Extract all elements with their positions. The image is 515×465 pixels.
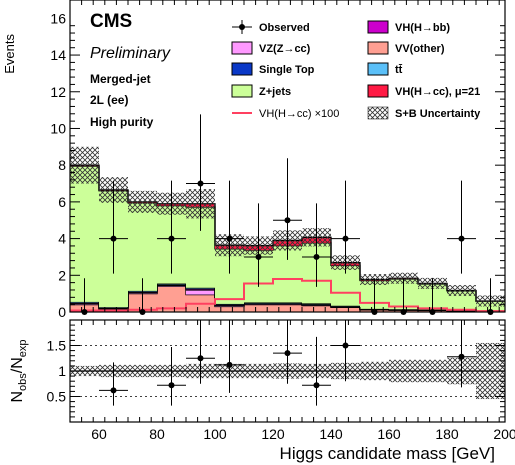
legend-item-stop: Single Top bbox=[231, 62, 315, 76]
legend: Observed VH(H→bb) VZ(Z→cc) VV(other) Single … bbox=[231, 20, 481, 120]
y-tick-label: 8 bbox=[58, 157, 66, 173]
legend-item-unc: S+B Uncertainty bbox=[367, 106, 481, 120]
observed-point bbox=[284, 217, 291, 224]
x-tick-label: 140 bbox=[319, 426, 343, 442]
ratio-point bbox=[458, 353, 465, 360]
signal-x100-line bbox=[70, 277, 505, 312]
y-tick-label: 6 bbox=[58, 194, 66, 210]
legend-label: VH(H→cc), μ=21 bbox=[395, 86, 480, 98]
x-tick-label: 180 bbox=[435, 426, 459, 442]
legend-item-vvother: VV(other) bbox=[367, 41, 445, 55]
y-tick-label: 10 bbox=[50, 120, 66, 136]
x-tick-label: 60 bbox=[91, 426, 107, 442]
ratio-y-tick-label: 1.5 bbox=[47, 338, 67, 354]
x-tick-label: 80 bbox=[149, 426, 165, 442]
ratio-point bbox=[313, 382, 320, 389]
legend-item-zjets: Z+jets bbox=[231, 84, 291, 98]
x-axis-label: Higgs candidate mass [GeV] bbox=[280, 444, 495, 463]
ratio-point bbox=[197, 355, 204, 362]
legend-label: Single Top bbox=[259, 64, 315, 76]
legend-swatch bbox=[367, 41, 389, 55]
observed-point bbox=[197, 180, 204, 187]
category-line: Merged-jet bbox=[90, 72, 151, 86]
uncertainty-band bbox=[447, 285, 476, 297]
legend-swatch bbox=[231, 62, 253, 76]
observed-point bbox=[255, 253, 262, 260]
legend-swatch bbox=[367, 62, 389, 76]
stack-bar-vvother bbox=[215, 306, 244, 312]
stack-bar-vvother bbox=[244, 304, 273, 312]
legend-swatch bbox=[367, 20, 389, 34]
legend-item-vhcc: VH(H→cc), μ=21 bbox=[367, 84, 480, 98]
legend-marker bbox=[239, 24, 245, 30]
ratio-point bbox=[342, 342, 349, 349]
x-tick-label: 120 bbox=[261, 426, 285, 442]
ratio-y-tick-label: 1 bbox=[58, 363, 66, 379]
y-axis-label: Events bbox=[2, 34, 17, 74]
y-tick-label: 2 bbox=[58, 267, 66, 283]
legend-label: tt̄ bbox=[395, 64, 403, 76]
category-line: 2L (ee) bbox=[90, 93, 128, 107]
legend-item-vhcc100: VH(H→cc) ×100 bbox=[232, 108, 339, 120]
legend-swatch bbox=[231, 41, 253, 55]
legend-label: VH(H→bb) bbox=[395, 22, 450, 34]
y-tick-label: 12 bbox=[50, 84, 66, 100]
stack-bar-vvother bbox=[331, 307, 360, 312]
ratio-point bbox=[168, 382, 175, 389]
preliminary-label: Preliminary bbox=[90, 45, 171, 62]
stack-bar-vvother bbox=[273, 304, 302, 312]
main-plot-panel: 0 2 4 6 8 10 12 14 16 Events CMS Preliminary Mer… bbox=[2, 0, 506, 320]
legend-hatch-swatch bbox=[367, 106, 389, 120]
stack-bar-vzcc bbox=[186, 289, 215, 295]
legend-label: Observed bbox=[259, 22, 310, 34]
ratio-y-tick-label: 0.5 bbox=[47, 389, 67, 405]
ratio-y-axis-label: Nobs/Nexp bbox=[9, 339, 29, 402]
cms-label: CMS bbox=[90, 11, 132, 32]
observed-point bbox=[458, 235, 465, 242]
observed-point bbox=[110, 235, 117, 242]
observed-point bbox=[342, 235, 349, 242]
observed-point bbox=[313, 253, 320, 260]
legend-item-ttbar: tt̄ bbox=[367, 62, 403, 76]
ratio-point bbox=[110, 387, 117, 394]
legend-label: VH(H→cc) ×100 bbox=[259, 108, 339, 120]
y-tick-label: 16 bbox=[50, 10, 66, 26]
legend-label: VZ(Z→cc) bbox=[259, 43, 311, 55]
stack-bar-vvother bbox=[302, 305, 331, 312]
legend-item-obs: Observed bbox=[232, 20, 310, 34]
legend-swatch bbox=[231, 84, 253, 98]
main-plot-frame bbox=[69, 0, 506, 313]
ratio-panel: 0.5 1 1.5 60 80 100 120 140 160 180 200 Nobs/Nexp… bbox=[9, 319, 515, 463]
legend-label: VV(other) bbox=[395, 43, 445, 55]
stack-bar-zjets bbox=[128, 202, 157, 291]
uncertainty-band bbox=[128, 190, 157, 213]
y-tick-label: 0 bbox=[58, 304, 66, 320]
legend-swatch bbox=[367, 84, 389, 98]
legend-label: Z+jets bbox=[259, 86, 291, 98]
x-tick-label: 200 bbox=[493, 426, 515, 442]
ratio-point bbox=[284, 350, 291, 357]
ratio-point bbox=[226, 361, 233, 368]
category-line: High purity bbox=[90, 115, 154, 129]
observed-point bbox=[168, 235, 175, 242]
x-tick-label: 160 bbox=[377, 426, 401, 442]
y-tick-label: 14 bbox=[50, 47, 66, 63]
observed-point bbox=[226, 235, 233, 242]
x-tick-label: 100 bbox=[203, 426, 227, 442]
legend-item-vzcc: VZ(Z→cc) bbox=[231, 41, 311, 55]
y-tick-label: 4 bbox=[58, 231, 66, 247]
legend-item-vhbb: VH(H→bb) bbox=[367, 20, 450, 34]
legend-label: S+B Uncertainty bbox=[395, 108, 481, 120]
